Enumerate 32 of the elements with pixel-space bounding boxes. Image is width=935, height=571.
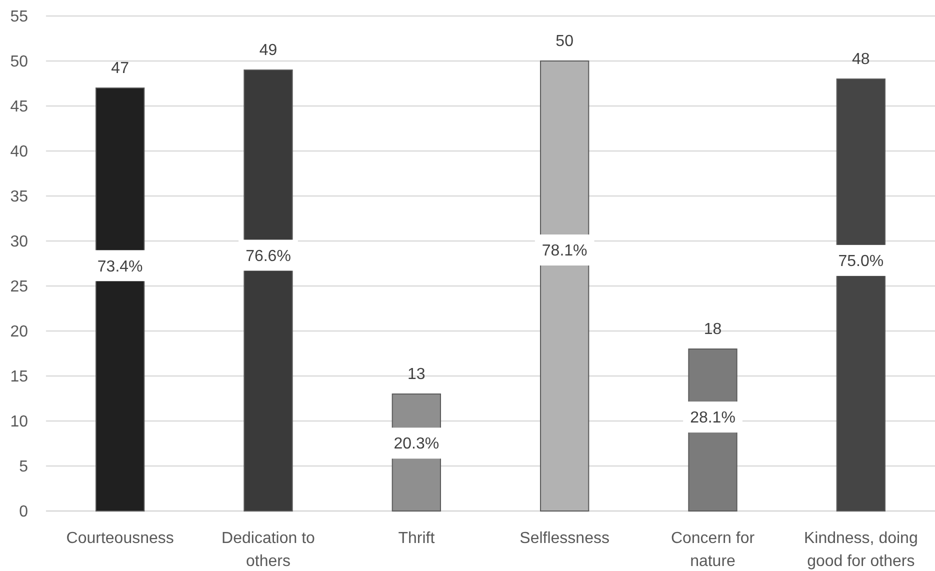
data-label: 48 (852, 51, 870, 68)
x-tick-label: Selflessness (520, 530, 610, 547)
y-tick-label: 40 (10, 144, 28, 161)
y-tick-label: 25 (10, 278, 28, 296)
data-label: 18 (704, 321, 722, 338)
annotation: 76.6% (246, 248, 291, 265)
y-tick-label: 15 (10, 368, 28, 386)
x-tick-label: Thrift (398, 530, 436, 547)
annotation: 20.3% (394, 436, 440, 453)
data-label: 50 (556, 33, 574, 50)
y-tick-label: 50 (10, 54, 28, 71)
annotation: 78.1% (542, 242, 588, 260)
y-tick-label: 20 (10, 324, 28, 341)
annotation: 75.0% (838, 253, 884, 270)
y-tick-label: 30 (10, 234, 28, 251)
annotation: 73.4% (97, 258, 143, 276)
y-tick-label: 0 (19, 504, 28, 521)
x-tick-label: Courteousness (66, 530, 174, 547)
bar (836, 78, 886, 512)
x-tick-label: Dedication to others (222, 530, 316, 570)
x-tick-label: Concern for nature (670, 530, 756, 570)
data-label: 13 (408, 366, 426, 383)
y-tick-label: 45 (10, 98, 28, 116)
y-tick-label: 35 (10, 188, 28, 206)
y-tick-label: 10 (10, 414, 28, 431)
data-label: 49 (259, 42, 278, 59)
annotation: 28.1% (690, 410, 736, 427)
data-label: 47 (111, 60, 130, 77)
bar (96, 88, 145, 512)
x-tick-label: Kindness, doing good for others (804, 530, 918, 570)
y-tick-label: 5 (19, 458, 28, 476)
y-tick-label: 55 (10, 8, 28, 26)
